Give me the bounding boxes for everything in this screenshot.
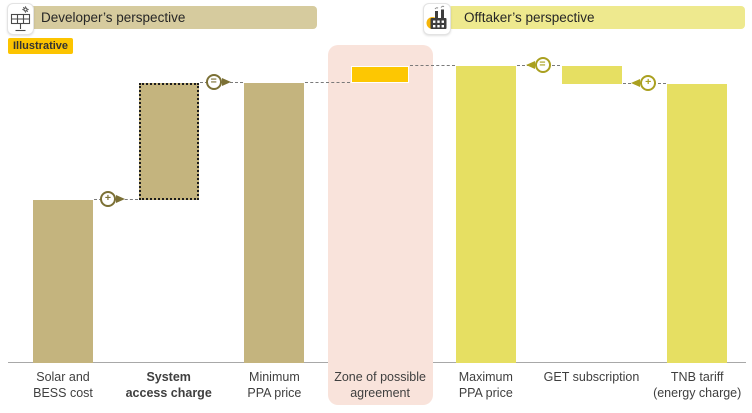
- bar-zone-of-possible-agreement: [351, 65, 410, 84]
- offtaker-perspective-label: Offtaker’s perspective: [464, 10, 595, 25]
- developer-icon-box: [7, 3, 34, 35]
- axis-label-line: Zone of possible: [334, 370, 426, 384]
- factory-icon: [426, 5, 446, 29]
- offtaker-icon-box: [423, 3, 451, 35]
- axis-label-line: BESS cost: [33, 386, 93, 400]
- arrow-left-icon: [631, 78, 641, 87]
- axis-label-line: System: [146, 370, 191, 384]
- offtaker-perspective-banner: Offtaker’s perspective: [448, 6, 745, 29]
- axis-label-line: Maximum: [458, 370, 513, 384]
- connector-line: [305, 82, 351, 84]
- axis-label-line: (energy charge): [653, 386, 742, 400]
- plus-circle-icon: +: [100, 190, 116, 207]
- developer-perspective-label: Developer’s perspective: [41, 10, 186, 25]
- arrow-left-icon: [525, 60, 535, 69]
- plus-circle-icon: +: [640, 74, 657, 91]
- bar-maximum-ppa-price: [455, 65, 516, 363]
- equals-circle-icon: =: [205, 74, 222, 91]
- bar-tnb-tariff: [667, 83, 728, 363]
- axis-label-line: TNB tariff: [670, 370, 724, 384]
- axis-label-line: agreement: [350, 386, 410, 400]
- connector-line: [410, 64, 455, 66]
- axis-label-tnb-tariff: TNB tariff (energy charge): [640, 369, 752, 401]
- axis-label-system-access-charge: System access charge: [112, 369, 226, 401]
- bar-solar-bess-cost: [33, 199, 93, 363]
- zopa-backdrop: [327, 45, 433, 405]
- axis-label-line: Minimum: [249, 370, 300, 384]
- bar-minimum-ppa-price: [244, 83, 305, 363]
- bar-system-access-charge: [138, 83, 199, 200]
- axis-label-solar-bess-cost: Solar and BESS cost: [6, 369, 120, 401]
- axis-label-maximum-ppa-price: Maximum PPA price: [429, 369, 543, 401]
- equals-circle-icon: =: [534, 56, 551, 73]
- axis-label-line: PPA price: [247, 386, 302, 400]
- axis-label-line: GET subscription: [543, 370, 640, 384]
- axis-label-zone-of-possible-agreement: Zone of possible agreement: [323, 369, 437, 401]
- axis-label-line: Solar and: [36, 370, 90, 384]
- bar-get-subscription: [561, 65, 622, 84]
- arrow-right-icon: [116, 194, 125, 203]
- axis-label-line: access charge: [125, 386, 212, 400]
- developer-perspective-banner: Developer’s perspective: [25, 6, 317, 29]
- illustrative-badge: Illustrative: [8, 38, 74, 54]
- axis-label-minimum-ppa-price: Minimum PPA price: [217, 369, 331, 401]
- arrow-right-icon: [221, 78, 231, 87]
- axis-label-line: PPA price: [458, 386, 513, 400]
- solar-panel-icon: [10, 5, 31, 31]
- axis-label-get-subscription: GET subscription: [535, 369, 649, 385]
